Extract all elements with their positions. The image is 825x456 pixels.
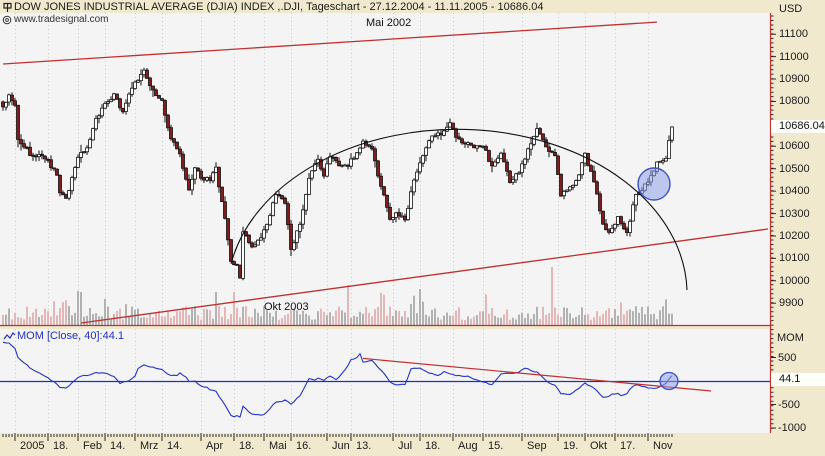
lower-trendline[interactable] xyxy=(80,228,769,324)
price-tick-label: 10200 xyxy=(779,229,810,242)
price-tick-label: 9900 xyxy=(779,297,804,310)
date-tick-label: 15. xyxy=(488,440,504,452)
price-tick-label: 10900 xyxy=(779,73,810,86)
price-tick-label: 10300 xyxy=(779,207,810,220)
trendline-origin-label-okt-2003: Okt 2003 xyxy=(264,301,309,313)
volume-bars-up xyxy=(5,289,673,325)
date-tick-label: 19. xyxy=(563,440,579,452)
mom-indicator-label[interactable]: MOM [Close, 40]:44.1 xyxy=(17,330,124,342)
date-tick-label: 18. xyxy=(53,440,69,452)
mom-tick-label: -1000 xyxy=(778,422,807,434)
date-tick-label: Mrz xyxy=(140,440,159,452)
mom-trendline[interactable] xyxy=(362,357,712,392)
date-tick-label: 16. xyxy=(296,440,312,452)
price-tick-label: 11100 xyxy=(779,28,808,41)
date-tick-label: Sep xyxy=(527,440,547,452)
trendline-origin-label-mai-2002: Mai 2002 xyxy=(366,17,412,29)
mom-highlight-circle[interactable] xyxy=(659,371,679,391)
price-tick-label: 10400 xyxy=(779,185,810,198)
date-tick-label: Apr xyxy=(206,440,224,452)
candles-down xyxy=(1,69,629,279)
chart-title: DOW JONES INDUSTRIAL AVERAGE (DJIA) INDE… xyxy=(14,1,544,13)
date-tick-label: 14. xyxy=(110,440,126,452)
axis-tick-marks xyxy=(2,15,776,441)
price-tick-label: 10600 xyxy=(779,140,810,153)
date-tick-label: Aug xyxy=(458,440,478,452)
dome-arc-annotation[interactable] xyxy=(230,128,688,291)
current-mom-badge: 44.1 xyxy=(771,373,825,386)
date-tick-label: 2005 xyxy=(20,440,45,452)
date-tick-label: Mai xyxy=(269,440,287,452)
main-plot-area[interactable] xyxy=(0,13,770,325)
price-tick-label: 11000 xyxy=(779,50,809,63)
upper-trendline[interactable] xyxy=(2,21,658,65)
mom-line xyxy=(2,341,673,418)
watermark-text: www.tradesignal.com xyxy=(14,14,109,25)
mom-axis-label: MOM xyxy=(777,332,804,344)
date-tick-label: Okt xyxy=(590,440,608,452)
date-tick-label: 18. xyxy=(425,440,441,452)
date-tick-label: Feb xyxy=(83,440,102,452)
price-tick-label: 10500 xyxy=(779,162,810,175)
date-tick-label: Nov xyxy=(653,440,673,452)
date-tick-label: 13. xyxy=(356,440,372,452)
current-price-badge: 10686.04 xyxy=(771,120,825,133)
date-tick-label: Jul xyxy=(398,440,413,452)
mom-tick-label: -500 xyxy=(778,398,801,411)
date-tick-label: Jun xyxy=(332,440,350,452)
price-axis-unit-label: USD xyxy=(779,3,803,15)
price-tick-label: 10000 xyxy=(779,274,810,287)
date-tick-label: 17. xyxy=(620,440,636,452)
mom-tick-label: 500 xyxy=(778,351,797,364)
date-tick-label: 18. xyxy=(239,440,255,452)
price-tick-label: 10800 xyxy=(779,95,810,108)
date-tick-label: 14. xyxy=(167,440,183,452)
price-tick-label: 10100 xyxy=(779,252,810,265)
breakout-highlight-circle[interactable] xyxy=(637,167,671,201)
